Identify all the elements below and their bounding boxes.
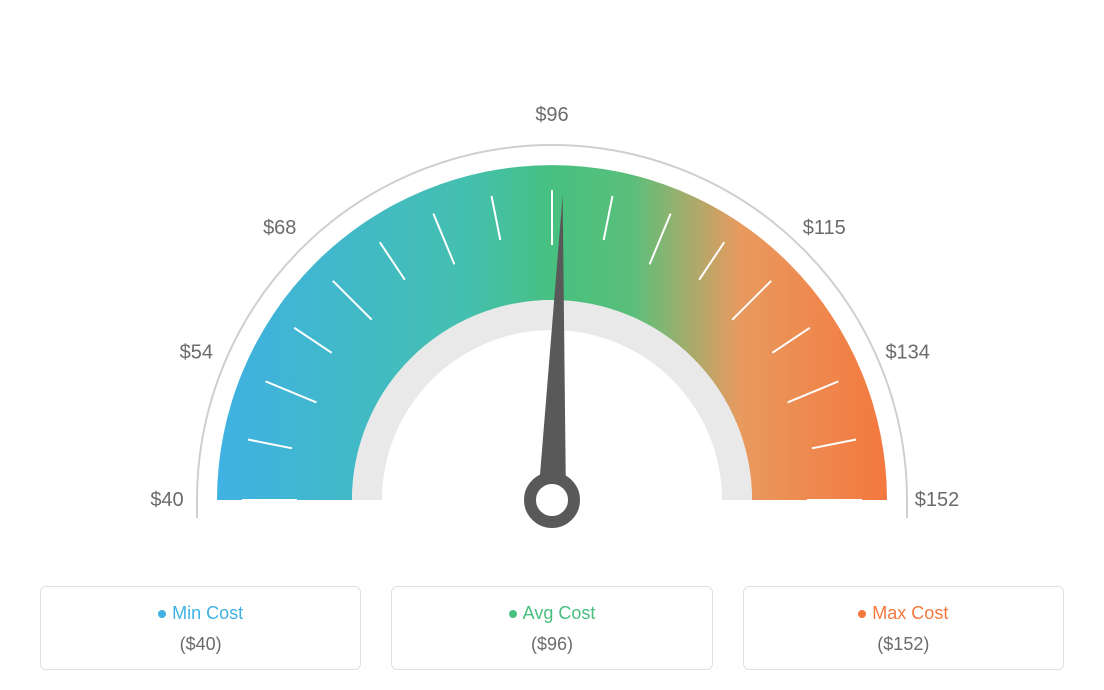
legend-min-title: Min Cost (41, 603, 360, 624)
legend-min-label: Min Cost (172, 603, 243, 623)
legend-avg-dot-icon (509, 610, 517, 618)
legend-avg-label: Avg Cost (523, 603, 596, 623)
svg-text:$96: $96 (535, 104, 568, 126)
gauge-svg: $40 $54 $68 $96 $115 $134 $152 (0, 0, 1104, 560)
svg-text:$134: $134 (885, 342, 930, 364)
legend-card-min: Min Cost ($40) (40, 586, 361, 670)
svg-text:$115: $115 (803, 217, 846, 239)
legend-min-value: ($40) (41, 634, 360, 655)
legend-avg-title: Avg Cost (392, 603, 711, 624)
legend-avg-value: ($96) (392, 634, 711, 655)
svg-text:$40: $40 (150, 489, 183, 511)
legend-card-avg: Avg Cost ($96) (391, 586, 712, 670)
legend-max-label: Max Cost (872, 603, 948, 623)
svg-text:$68: $68 (263, 217, 296, 239)
legend-max-dot-icon (858, 610, 866, 618)
legend-card-max: Max Cost ($152) (743, 586, 1064, 670)
legend-max-title: Max Cost (744, 603, 1063, 624)
legend-max-value: ($152) (744, 634, 1063, 655)
legend-row: Min Cost ($40) Avg Cost ($96) Max Cost (… (0, 586, 1104, 670)
svg-text:$152: $152 (915, 489, 960, 511)
legend-min-dot-icon (158, 610, 166, 618)
gauge-chart: $40 $54 $68 $96 $115 $134 $152 (0, 0, 1104, 560)
svg-text:$54: $54 (180, 342, 213, 364)
